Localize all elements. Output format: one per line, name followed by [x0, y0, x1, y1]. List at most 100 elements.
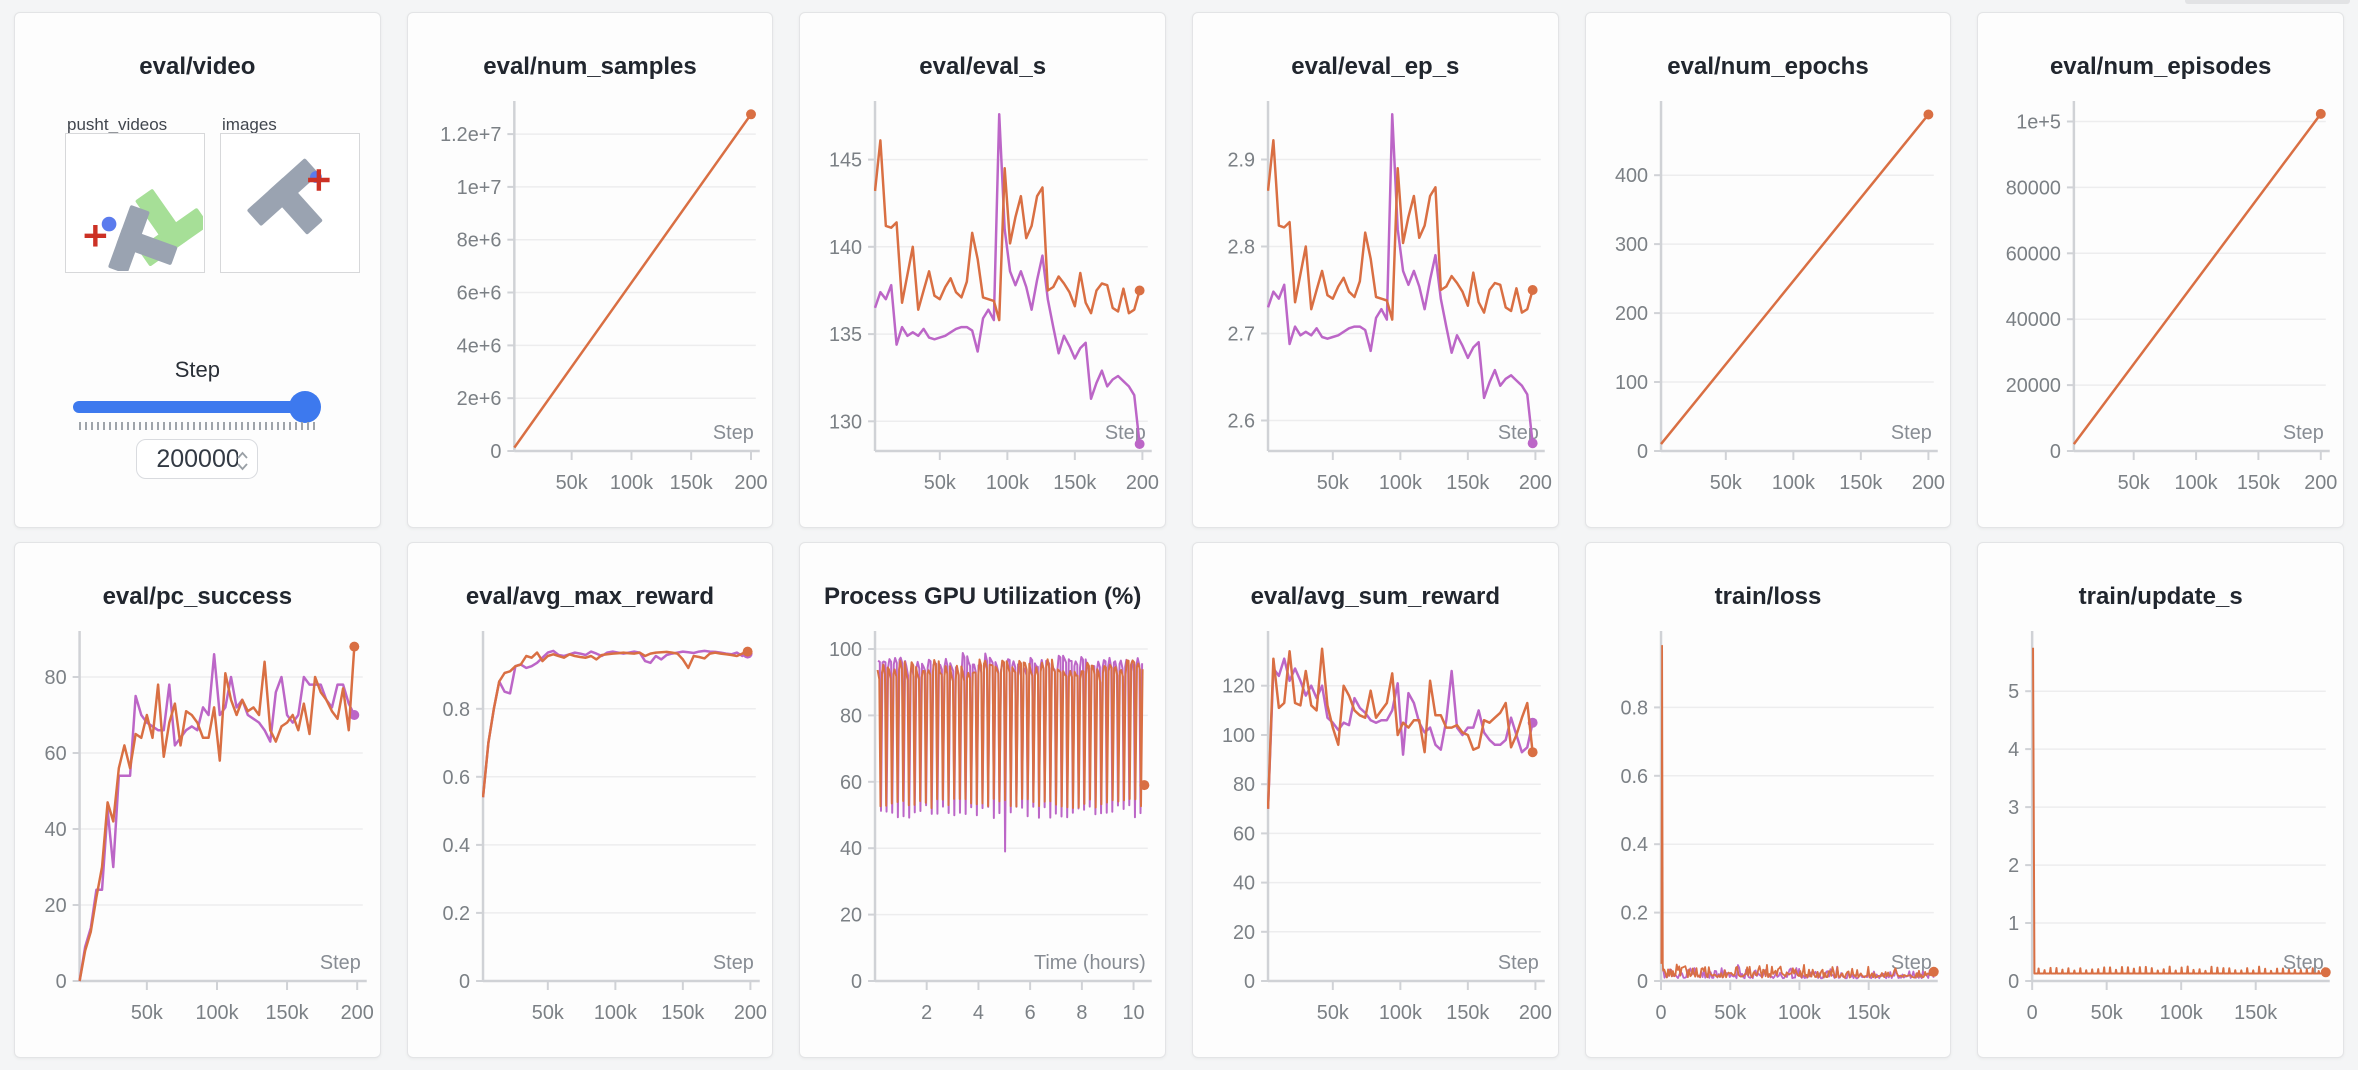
svg-text:2: 2 — [921, 1002, 932, 1024]
step-slider-thumb[interactable] — [289, 391, 321, 423]
svg-text:80000: 80000 — [2006, 177, 2061, 199]
svg-text:1e+5: 1e+5 — [2017, 111, 2062, 133]
svg-text:135: 135 — [829, 324, 862, 346]
panel-train-update-s: train/update_s 0 1 2 3 4 5 0 50k 100k 150k Step — [1977, 542, 2344, 1058]
line-chart-eval-avg-max-reward[interactable]: 0 0.2 0.4 0.6 0.8 50k 100k 150k 200 Step — [408, 629, 773, 1053]
svg-text:200: 200 — [1126, 472, 1159, 494]
svg-text:0: 0 — [459, 971, 470, 993]
svg-text:0: 0 — [2027, 1002, 2038, 1024]
line-chart-eval-num-episodes[interactable]: 0 20000 40000 60000 80000 1e+5 50k 100k 150k 200 S… — [1978, 99, 2343, 523]
svg-text:140: 140 — [829, 237, 862, 259]
step-value-input[interactable] — [156, 444, 239, 474]
svg-text:20000: 20000 — [2006, 375, 2061, 397]
chart-title: train/update_s — [2078, 583, 2243, 610]
svg-text:4: 4 — [2009, 739, 2020, 761]
svg-text:Step: Step — [320, 952, 361, 974]
panel-eval-video: eval/video pusht_videos images — [14, 12, 381, 528]
svg-text:40: 40 — [1233, 873, 1255, 895]
svg-text:0: 0 — [490, 441, 501, 463]
panel-eval-avg-sum-reward: eval/avg_sum_reward 0 20 40 60 80 100 120 50k 10… — [1191, 542, 1559, 1058]
svg-text:2.7: 2.7 — [1227, 323, 1255, 345]
svg-text:200: 200 — [733, 1002, 766, 1024]
svg-text:50k: 50k — [1317, 472, 1349, 494]
panel-eval-eval-ep-s: eval/eval_ep_s 2.6 2.7 2.8 2.9 50k 100k 150k 20… — [1191, 12, 1559, 528]
svg-text:100: 100 — [1222, 725, 1255, 747]
svg-text:200: 200 — [734, 472, 767, 494]
svg-text:0: 0 — [56, 971, 67, 993]
chart-title: eval/num_epochs — [1667, 53, 1869, 80]
svg-text:120: 120 — [1222, 676, 1255, 698]
svg-text:100k: 100k — [1771, 472, 1814, 494]
svg-text:60: 60 — [45, 743, 67, 765]
chart-title: eval/pc_success — [102, 583, 293, 610]
svg-text:100k: 100k — [1379, 1002, 1422, 1024]
svg-text:0: 0 — [2009, 971, 2020, 993]
line-chart-process-gpu-utilization[interactable]: 0 20 40 60 80 100 2 4 6 8 10 Time (hours) — [800, 629, 1165, 1053]
step-slider[interactable] — [73, 391, 321, 423]
svg-text:40000: 40000 — [2006, 309, 2061, 331]
line-chart-eval-num-samples[interactable]: 0 2e+6 4e+6 6e+6 8e+6 1e+7 1.2e+7 50k 100k 150k 20… — [408, 99, 773, 523]
svg-text:Step: Step — [713, 422, 754, 444]
agent-dot — [101, 216, 117, 232]
svg-text:2: 2 — [2009, 855, 2020, 877]
svg-text:150k: 150k — [1446, 1002, 1489, 1024]
svg-text:50k: 50k — [2118, 472, 2150, 494]
chart-title: eval/avg_max_reward — [465, 583, 715, 610]
svg-text:0: 0 — [851, 971, 862, 993]
svg-text:50k: 50k — [1317, 1002, 1349, 1024]
media-label-images: images — [222, 115, 277, 134]
svg-text:Step: Step — [1498, 422, 1539, 444]
svg-text:Step: Step — [1891, 422, 1932, 444]
svg-text:80: 80 — [1233, 774, 1255, 796]
line-chart-eval-avg-sum-reward[interactable]: 0 20 40 60 80 100 120 50k 100k 150k 200 Step — [1193, 629, 1558, 1053]
svg-text:50k: 50k — [1709, 472, 1741, 494]
svg-text:100k: 100k — [593, 1002, 636, 1024]
svg-text:20: 20 — [1233, 922, 1255, 944]
svg-text:40: 40 — [840, 838, 862, 860]
svg-text:400: 400 — [1615, 165, 1648, 187]
svg-text:60000: 60000 — [2006, 243, 2061, 265]
line-chart-eval-num-epochs[interactable]: 0 100 200 300 400 50k 100k 150k 200 Step — [1586, 99, 1951, 523]
line-chart-train-loss[interactable]: 0 0.2 0.4 0.6 0.8 0 50k 100k 150k Step — [1586, 629, 1951, 1053]
chart-title: eval/num_samples — [483, 53, 697, 80]
svg-text:150k: 150k — [669, 472, 712, 494]
svg-text:50k: 50k — [2091, 1002, 2123, 1024]
svg-text:1: 1 — [2009, 913, 2020, 935]
svg-text:Time (hours): Time (hours) — [1034, 952, 1146, 974]
video-thumbnail-pusht[interactable] — [65, 133, 209, 274]
svg-text:Step: Step — [1891, 952, 1932, 974]
svg-text:5: 5 — [2009, 681, 2020, 703]
svg-text:0: 0 — [1244, 971, 1255, 993]
line-chart-eval-eval-s[interactable]: 130 135 140 145 50k 100k 150k 200 Step — [800, 99, 1165, 523]
panel-eval-pc-success: eval/pc_success 0 20 40 60 80 50k 100k 150k 200 S… — [14, 542, 381, 1058]
svg-text:0: 0 — [1655, 1002, 1666, 1024]
partial-panel-edge — [2185, 0, 2350, 4]
svg-text:50k: 50k — [924, 472, 956, 494]
svg-text:1e+7: 1e+7 — [456, 177, 501, 199]
svg-text:145: 145 — [829, 150, 862, 172]
chart-title: eval/eval_ep_s — [1291, 53, 1460, 80]
svg-text:200: 200 — [2305, 472, 2338, 494]
svg-text:2.8: 2.8 — [1227, 236, 1255, 258]
line-chart-eval-eval-ep-s[interactable]: 2.6 2.7 2.8 2.9 50k 100k 150k 200 Step — [1193, 99, 1558, 523]
panel-train-loss: train/loss 0 0.2 0.4 0.6 0.8 0 50k 100k 150k Step — [1584, 542, 1952, 1058]
svg-text:0.6: 0.6 — [1620, 766, 1648, 788]
svg-text:150k: 150k — [266, 1002, 309, 1024]
svg-text:50k: 50k — [531, 1002, 563, 1024]
svg-text:200: 200 — [1519, 472, 1552, 494]
video-thumbnail-images[interactable] — [220, 133, 360, 273]
step-slider-ticks — [79, 422, 317, 430]
step-input-box[interactable] — [136, 439, 259, 479]
svg-text:80: 80 — [840, 705, 862, 727]
svg-text:40: 40 — [45, 819, 67, 841]
chart-title: eval/avg_sum_reward — [1250, 583, 1501, 610]
svg-text:0.2: 0.2 — [1620, 903, 1648, 925]
panel-eval-num-samples: eval/num_samples 0 2e+6 4e+6 6e+6 8e+6 1e+7 1.… — [406, 12, 774, 528]
svg-text:150k: 150k — [661, 1002, 704, 1024]
svg-text:20: 20 — [840, 905, 862, 927]
svg-text:130: 130 — [829, 411, 862, 433]
number-stepper-icon[interactable] — [236, 449, 249, 473]
line-chart-eval-pc-success[interactable]: 0 20 40 60 80 50k 100k 150k 200 Step — [15, 629, 380, 1053]
